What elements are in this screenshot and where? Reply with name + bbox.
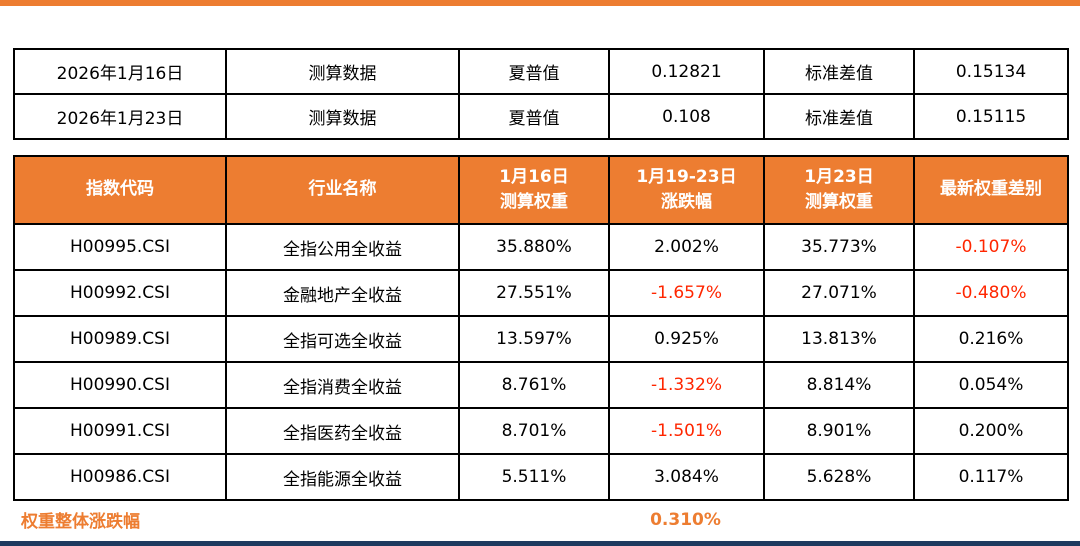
weight-jan16-cell: 35.880% <box>458 223 610 271</box>
industry-name-cell: 金融地产全收益 <box>225 269 460 317</box>
std-value-cell: 0.15115 <box>913 93 1069 140</box>
overall-change-footer: 权重整体涨跌幅 0.310% <box>13 507 1067 533</box>
table-row: H00990.CSI 全指消费全收益 8.761% -1.332% 8.814%… <box>13 361 1069 409</box>
header-weight-jan16: 1月16日 测算权重 <box>458 155 610 225</box>
industry-name-cell: 全指公用全收益 <box>225 223 460 271</box>
date-cell: 2026年1月23日 <box>13 93 227 140</box>
table-row: H00995.CSI 全指公用全收益 35.880% 2.002% 35.773… <box>13 223 1069 271</box>
index-code-cell: H00992.CSI <box>13 269 227 317</box>
weight-jan23-cell: 8.901% <box>763 407 915 455</box>
change-cell: 0.925% <box>608 315 765 363</box>
date-cell: 2026年1月16日 <box>13 48 227 95</box>
weight-diff-cell: 0.117% <box>913 453 1069 501</box>
weight-jan23-cell: 8.814% <box>763 361 915 409</box>
data-type-cell: 测算数据 <box>225 93 460 140</box>
weight-jan23-cell: 27.071% <box>763 269 915 317</box>
sharpe-value-cell: 0.108 <box>608 93 765 140</box>
sharpe-value-cell: 0.12821 <box>608 48 765 95</box>
header-weight-diff: 最新权重差别 <box>913 155 1069 225</box>
sharpe-label-cell: 夏普值 <box>458 93 610 140</box>
table-header-row: 指数代码 行业名称 1月16日 测算权重 1月19-23日 涨跌幅 1月23日 … <box>13 155 1069 225</box>
industry-name-cell: 全指消费全收益 <box>225 361 460 409</box>
overall-change-value: 0.310% <box>650 509 721 530</box>
weight-jan16-cell: 27.551% <box>458 269 610 317</box>
bottom-accent-bar <box>0 541 1080 546</box>
weight-jan23-cell: 35.773% <box>763 223 915 271</box>
weight-jan16-cell: 8.761% <box>458 361 610 409</box>
change-cell: -1.501% <box>608 407 765 455</box>
index-code-cell: H00989.CSI <box>13 315 227 363</box>
header-change-jan19-23: 1月19-23日 涨跌幅 <box>608 155 765 225</box>
weight-diff-cell: 0.216% <box>913 315 1069 363</box>
std-label-cell: 标准差值 <box>763 48 915 95</box>
summary-row: 2026年1月16日 测算数据 夏普值 0.12821 标准差值 0.15134 <box>13 48 1069 95</box>
top-accent-bar <box>0 0 1080 6</box>
table-row: H00992.CSI 金融地产全收益 27.551% -1.657% 27.07… <box>13 269 1069 317</box>
index-code-cell: H00990.CSI <box>13 361 227 409</box>
index-code-cell: H00995.CSI <box>13 223 227 271</box>
change-cell: 3.084% <box>608 453 765 501</box>
weight-jan16-cell: 5.511% <box>458 453 610 501</box>
sharpe-label-cell: 夏普值 <box>458 48 610 95</box>
weight-diff-cell: -0.480% <box>913 269 1069 317</box>
index-code-cell: H00991.CSI <box>13 407 227 455</box>
weight-diff-cell: 0.200% <box>913 407 1069 455</box>
table-row: H00989.CSI 全指可选全收益 13.597% 0.925% 13.813… <box>13 315 1069 363</box>
std-label-cell: 标准差值 <box>763 93 915 140</box>
index-weights-table: 指数代码 行业名称 1月16日 测算权重 1月19-23日 涨跌幅 1月23日 … <box>13 155 1069 501</box>
summary-table: 2026年1月16日 测算数据 夏普值 0.12821 标准差值 0.15134… <box>13 48 1069 140</box>
table-row: H00991.CSI 全指医药全收益 8.701% -1.501% 8.901%… <box>13 407 1069 455</box>
summary-row: 2026年1月23日 测算数据 夏普值 0.108 标准差值 0.15115 <box>13 93 1069 140</box>
data-type-cell: 测算数据 <box>225 48 460 95</box>
industry-name-cell: 全指能源全收益 <box>225 453 460 501</box>
weight-jan23-cell: 13.813% <box>763 315 915 363</box>
header-index-code: 指数代码 <box>13 155 227 225</box>
change-cell: -1.657% <box>608 269 765 317</box>
table-row: H00986.CSI 全指能源全收益 5.511% 3.084% 5.628% … <box>13 453 1069 501</box>
change-cell: -1.332% <box>608 361 765 409</box>
industry-name-cell: 全指可选全收益 <box>225 315 460 363</box>
index-code-cell: H00986.CSI <box>13 453 227 501</box>
weight-diff-cell: -0.107% <box>913 223 1069 271</box>
weight-jan16-cell: 13.597% <box>458 315 610 363</box>
weight-jan16-cell: 8.701% <box>458 407 610 455</box>
header-weight-jan23: 1月23日 测算权重 <box>763 155 915 225</box>
change-cell: 2.002% <box>608 223 765 271</box>
header-industry-name: 行业名称 <box>225 155 460 225</box>
std-value-cell: 0.15134 <box>913 48 1069 95</box>
weight-jan23-cell: 5.628% <box>763 453 915 501</box>
overall-change-label: 权重整体涨跌幅 <box>21 512 140 532</box>
industry-name-cell: 全指医药全收益 <box>225 407 460 455</box>
weight-diff-cell: 0.054% <box>913 361 1069 409</box>
